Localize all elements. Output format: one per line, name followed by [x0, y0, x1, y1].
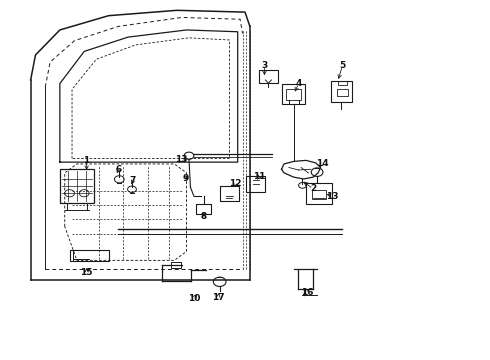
- Bar: [171, 262, 181, 268]
- Bar: [306, 183, 332, 204]
- Text: 16: 16: [301, 288, 314, 297]
- Text: 6: 6: [115, 165, 122, 174]
- Bar: [287, 89, 301, 100]
- Text: 17: 17: [212, 293, 224, 302]
- Text: 9: 9: [182, 174, 189, 183]
- Text: 12: 12: [229, 179, 242, 188]
- Text: 13: 13: [175, 155, 188, 164]
- Bar: [331, 81, 352, 102]
- Text: 2: 2: [310, 184, 317, 193]
- Text: 10: 10: [188, 294, 200, 303]
- Text: 11: 11: [253, 172, 266, 181]
- Text: 14: 14: [316, 159, 328, 168]
- Bar: [246, 176, 265, 192]
- Text: 4: 4: [295, 79, 302, 88]
- Bar: [338, 81, 347, 85]
- Bar: [70, 250, 109, 261]
- Text: 7: 7: [130, 176, 136, 185]
- Bar: [220, 186, 239, 201]
- Bar: [282, 85, 305, 104]
- Text: 5: 5: [339, 61, 345, 70]
- Text: 1: 1: [83, 156, 90, 165]
- Bar: [196, 204, 211, 214]
- Bar: [259, 69, 278, 83]
- Bar: [312, 190, 326, 199]
- Bar: [60, 169, 94, 203]
- Text: 13: 13: [326, 192, 339, 201]
- Text: 3: 3: [261, 61, 268, 70]
- Bar: [337, 89, 348, 96]
- Text: 15: 15: [80, 268, 93, 277]
- Text: 8: 8: [200, 212, 207, 221]
